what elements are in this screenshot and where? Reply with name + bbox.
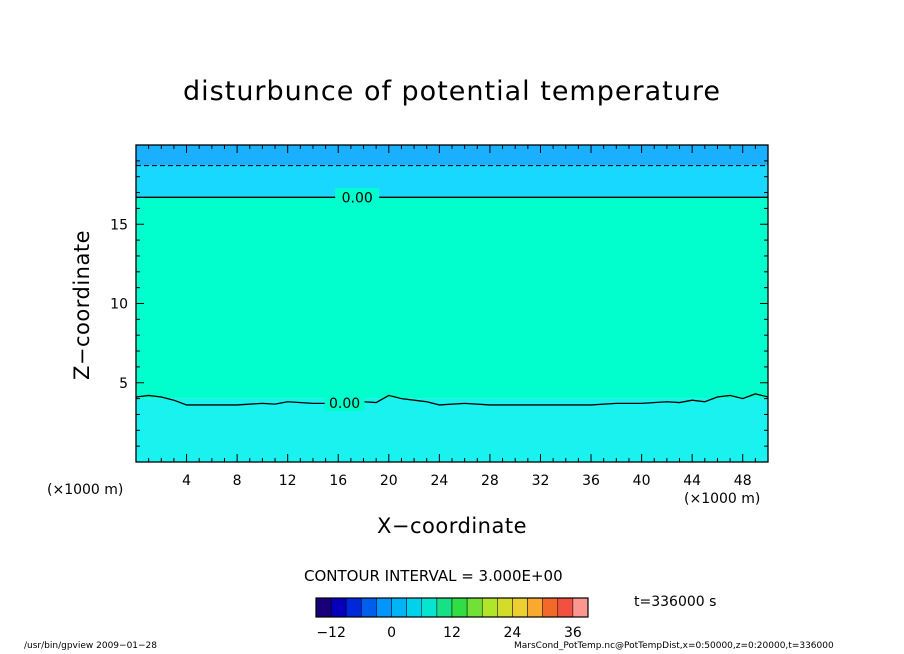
colorbar-frame	[315, 597, 589, 618]
colorbar-cell-8	[436, 597, 453, 618]
color-band-0	[136, 145, 768, 166]
x-tick-label-44: 44	[683, 473, 701, 489]
x-tick-label-24: 24	[430, 473, 448, 489]
color-band-2	[136, 197, 768, 399]
colorbar-cell-15	[542, 597, 559, 618]
colorbar-cell-7	[421, 597, 438, 618]
x-tick-label-40: 40	[633, 473, 651, 489]
x-tick-label-36: 36	[582, 473, 600, 489]
color-bands	[136, 145, 768, 462]
y-axis-title: Z−coordinate	[70, 230, 94, 380]
y-tick-label-15: 15	[110, 217, 128, 233]
contour-line-1	[135, 393, 769, 406]
colorbar-tick-label-3: 24	[504, 625, 522, 641]
y-tick-label-10: 10	[110, 297, 128, 313]
colorbar-cell-16	[557, 597, 574, 618]
x-unit-label-left: (×1000 m)	[47, 482, 124, 498]
colorbar-cell-1	[330, 597, 347, 618]
color-band-3	[136, 398, 768, 462]
x-unit-label-right: (×1000 m)	[684, 491, 761, 507]
chart-title: disturbunce of potential temperature	[183, 76, 721, 107]
footer-data-source: MarsCond_PotTemp.nc@PotTempDist,x=0:5000…	[514, 641, 834, 651]
x-tick-label-12: 12	[279, 473, 297, 489]
colorbar-tick-label-0: −12	[316, 625, 346, 641]
x-tick-label-4: 4	[182, 473, 191, 489]
x-tick-label-48: 48	[734, 473, 752, 489]
footer-program-date: /usr/bin/gpview 2009−01−28	[24, 641, 158, 651]
colorbar-cell-13	[512, 597, 528, 618]
colorbar-cell-3	[361, 597, 377, 618]
color-band-1	[136, 165, 768, 198]
colorbar-cell-4	[376, 597, 392, 618]
contour-interval-label: CONTOUR INTERVAL = 3.000E+00	[304, 567, 563, 585]
colorbar-cell-10	[466, 597, 483, 618]
contour-label-bg-0	[335, 188, 380, 207]
color-bar: −12 0 12 24 36	[315, 597, 589, 641]
x-tick-label-8: 8	[233, 473, 242, 489]
x-axis-title: X−coordinate	[377, 514, 527, 538]
colorbar-cell-17	[572, 597, 589, 618]
contour-label-0: 0.00	[342, 190, 373, 206]
contour-lines: 0.00 0.00	[135, 165, 769, 412]
colorbar-tick-label-1: 0	[387, 625, 396, 641]
colorbar-cell-0	[315, 597, 332, 618]
colorbar-cell-2	[345, 597, 362, 618]
colorbar-cell-11	[481, 597, 498, 618]
x-tick-label-20: 20	[380, 473, 398, 489]
x-tick-label-16: 16	[329, 473, 347, 489]
axes-frame	[135, 144, 769, 463]
colorbar-cell-14	[527, 597, 543, 618]
x-tick-label-28: 28	[481, 473, 499, 489]
y-tick-label-5: 5	[119, 376, 128, 392]
colorbar-cell-12	[497, 597, 513, 618]
contour-label-bg-1	[324, 393, 365, 411]
contour-label-1: 0.00	[329, 396, 360, 412]
colorbar-tick-label-2: 12	[443, 625, 461, 641]
x-tick-label-32: 32	[532, 473, 550, 489]
colorbar-cell-5	[391, 597, 407, 618]
time-label: t=336000 s	[634, 594, 717, 610]
colorbar-cell-9	[451, 597, 468, 618]
colorbar-cell-6	[406, 597, 423, 618]
colorbar-tick-label-4: 36	[564, 625, 582, 641]
